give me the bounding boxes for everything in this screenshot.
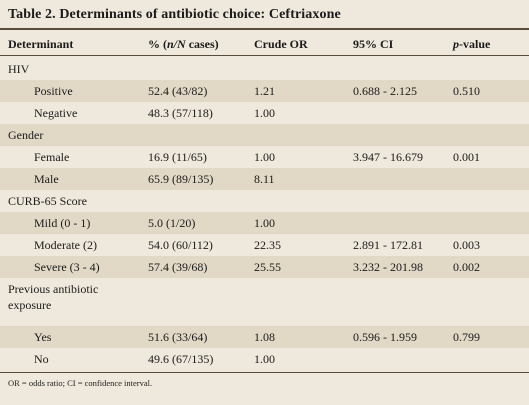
header-crude-or: Crude OR [254, 37, 308, 51]
row-or: 22.35 [254, 238, 281, 252]
header-percent-prefix: % ( [148, 37, 167, 51]
row-or: 1.08 [254, 330, 275, 344]
row-label: Negative [34, 106, 78, 120]
row-pvalue: 0.510 [453, 84, 480, 98]
table-row: Female 16.9 (11/65) 1.00 3.947 - 16.679 … [0, 146, 529, 168]
row-or: 1.00 [254, 150, 275, 164]
row-or: 8.11 [254, 172, 275, 186]
header-rule [0, 55, 529, 56]
row-or: 1.21 [254, 84, 275, 98]
row-ci: 3.232 - 201.98 [353, 260, 423, 274]
header-percent: % (n/N cases) [148, 37, 219, 52]
row-ci: 0.688 - 2.125 [353, 84, 417, 98]
table-row: CURB-65 Score [0, 190, 529, 212]
row-pvalue: 0.001 [453, 150, 480, 164]
header-determinant: Determinant [8, 37, 74, 51]
bottom-rule [0, 372, 529, 373]
table-row: HIV [0, 58, 529, 80]
table-row: Negative 48.3 (57/118) 1.00 [0, 102, 529, 124]
header-percent-italic: n/N [167, 37, 186, 51]
table-row: Yes 51.6 (33/64) 1.08 0.596 - 1.959 0.79… [0, 326, 529, 348]
top-rule [0, 28, 529, 30]
row-or: 25.55 [254, 260, 281, 274]
row-label: Positive [34, 84, 73, 98]
row-percent: 51.6 (33/64) [148, 330, 208, 344]
table-row: Severe (3 - 4) 57.4 (39/68) 25.55 3.232 … [0, 256, 529, 278]
row-ci: 2.891 - 172.81 [353, 238, 423, 252]
row-percent: 48.3 (57/118) [148, 106, 213, 120]
row-pvalue: 0.003 [453, 238, 480, 252]
row-label: Male [34, 172, 59, 186]
table-footnote: OR = odds ratio; CI = confidence interva… [8, 378, 153, 388]
row-percent: 65.9 (89/135) [148, 172, 214, 186]
header-percent-suffix: cases) [185, 37, 219, 51]
header-pvalue: p-value [453, 37, 490, 52]
row-percent: 16.9 (11/65) [148, 150, 207, 164]
group-label: HIV [8, 62, 30, 76]
header-pvalue-italic: p [453, 37, 459, 51]
header-pvalue-suffix: -value [459, 37, 491, 51]
row-label: Mild (0 - 1) [34, 216, 91, 230]
row-label: Female [34, 150, 70, 164]
row-ci: 0.596 - 1.959 [353, 330, 417, 344]
table-row: Gender [0, 124, 529, 146]
table-row: No 49.6 (67/135) 1.00 [0, 348, 529, 370]
row-pvalue: 0.799 [453, 330, 480, 344]
table-row: Mild (0 - 1) 5.0 (1/20) 1.00 [0, 212, 529, 234]
group-label: CURB-65 Score [8, 194, 87, 208]
group-label: Gender [8, 128, 44, 142]
row-label: Yes [34, 330, 52, 344]
row-or: 1.00 [254, 352, 275, 366]
row-pvalue: 0.002 [453, 260, 480, 274]
header-ci: 95% CI [353, 37, 394, 51]
row-label: Moderate (2) [34, 238, 97, 252]
row-percent: 49.6 (67/135) [148, 352, 214, 366]
row-percent: 52.4 (43/82) [148, 84, 208, 98]
row-or: 1.00 [254, 216, 275, 230]
row-percent: 54.0 (60/112) [148, 238, 213, 252]
row-label: Severe (3 - 4) [34, 260, 100, 274]
table-title: Table 2. Determinants of antibiotic choi… [8, 7, 341, 22]
table-row: Moderate (2) 54.0 (60/112) 22.35 2.891 -… [0, 234, 529, 256]
table-row: Male 65.9 (89/135) 8.11 [0, 168, 529, 190]
row-ci: 3.947 - 16.679 [353, 150, 423, 164]
table-row: Positive 52.4 (43/82) 1.21 0.688 - 2.125… [0, 80, 529, 102]
group-label: Previous antibiotic exposure [8, 282, 99, 312]
row-or: 1.00 [254, 106, 275, 120]
row-percent: 5.0 (1/20) [148, 216, 196, 230]
row-percent: 57.4 (39/68) [148, 260, 208, 274]
row-label: No [34, 352, 49, 366]
table-row: Previous antibiotic exposure [0, 278, 529, 314]
